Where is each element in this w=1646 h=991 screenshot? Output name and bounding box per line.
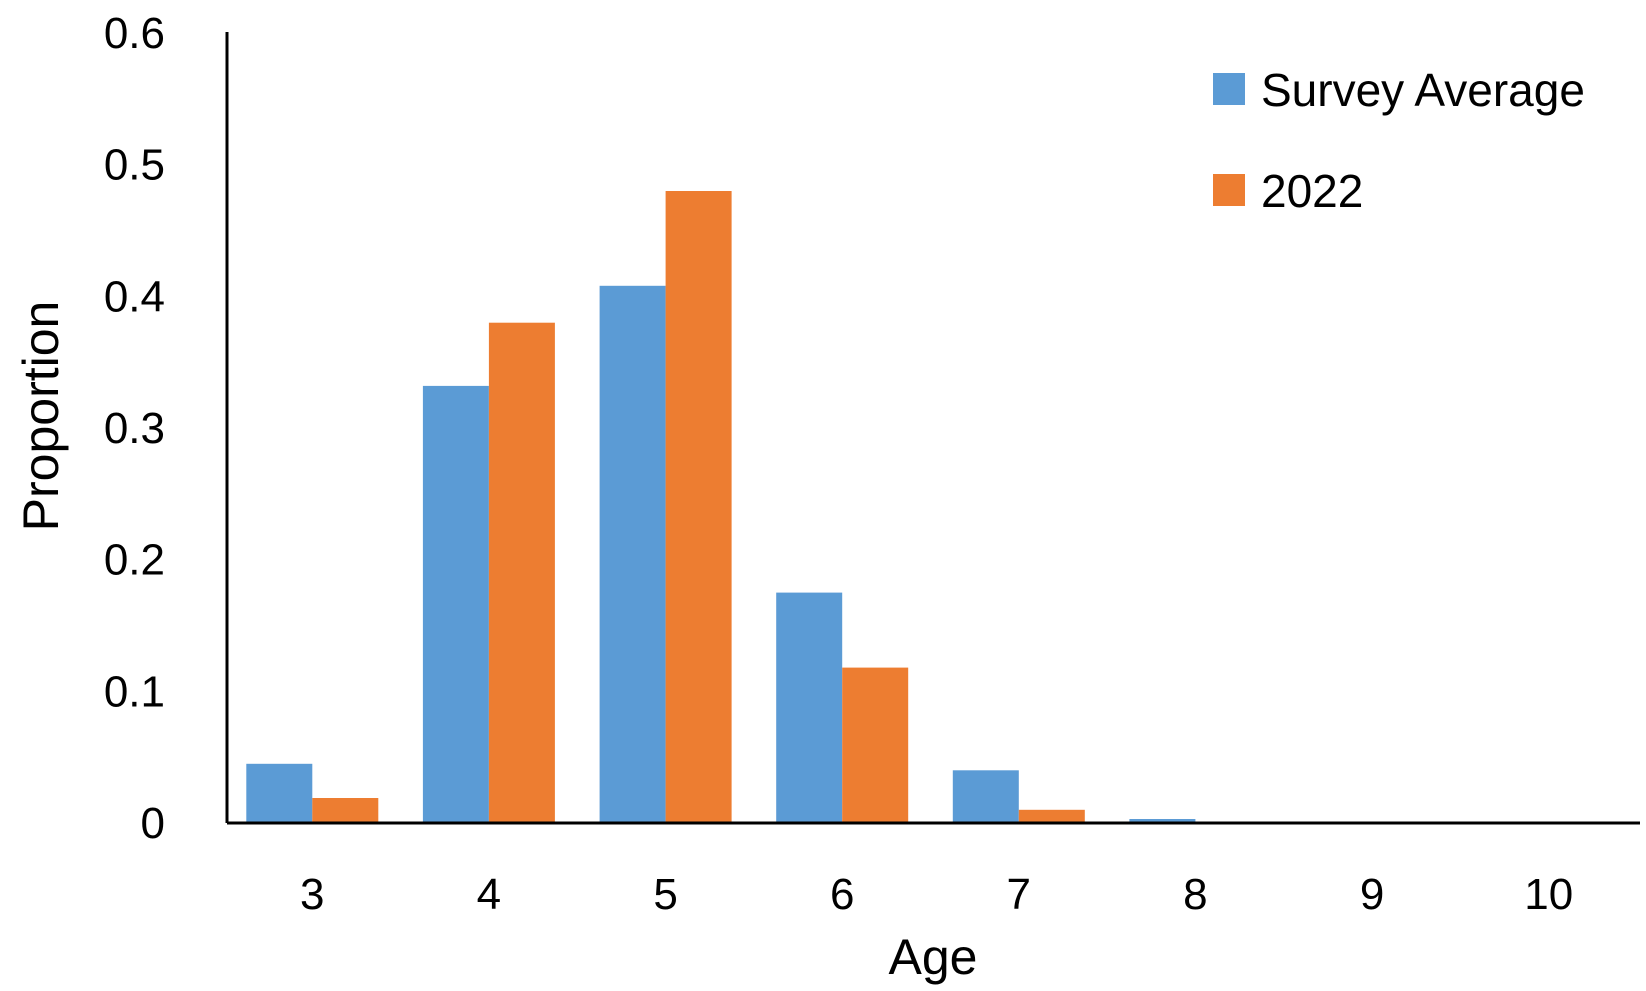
bar-survey-average-age-6 xyxy=(776,592,843,823)
y-axis-title: Proportion xyxy=(13,301,69,532)
x-tick-label: 4 xyxy=(477,870,501,919)
bar-survey-average-age-5 xyxy=(599,285,666,823)
x-tick-label: 10 xyxy=(1524,870,1573,919)
y-tick-labels: 0 0.1 0.2 0.3 0.4 0.5 0.6 xyxy=(104,9,165,848)
legend-label-2022: 2022 xyxy=(1261,165,1363,217)
bar-2022-age-4 xyxy=(488,322,555,823)
y-tick-label: 0.3 xyxy=(104,404,165,453)
y-tick-label: 0.2 xyxy=(104,536,165,585)
axes-layer xyxy=(225,32,1640,825)
bar-2022-age-3 xyxy=(312,798,379,823)
x-tick-label: 5 xyxy=(653,870,677,919)
legend-label-survey-average: Survey Average xyxy=(1261,64,1585,116)
x-tick-label: 9 xyxy=(1360,870,1384,919)
y-tick-label: 0.5 xyxy=(104,141,165,190)
legend-swatch-2022 xyxy=(1213,174,1245,206)
y-tick-label: 0.6 xyxy=(104,9,165,58)
bar-2022-age-5 xyxy=(665,191,732,823)
y-tick-label: 0 xyxy=(141,799,165,848)
x-tick-label: 6 xyxy=(830,870,854,919)
y-tick-label: 0.1 xyxy=(104,667,165,716)
bar-survey-average-age-7 xyxy=(952,770,1019,823)
bar-2022-age-7 xyxy=(1018,809,1085,823)
x-tick-labels: 3 4 5 6 7 8 9 10 xyxy=(300,870,1573,919)
x-tick-label: 8 xyxy=(1183,870,1207,919)
x-tick-label: 3 xyxy=(300,870,324,919)
bars-layer xyxy=(246,191,1196,824)
bar-survey-average-age-3 xyxy=(246,763,313,824)
x-tick-label: 7 xyxy=(1007,870,1031,919)
y-tick-label: 0.4 xyxy=(104,272,165,321)
legend: Survey Average 2022 xyxy=(1213,64,1585,217)
x-axis-title: Age xyxy=(889,929,978,985)
bar-2022-age-6 xyxy=(842,667,909,823)
bar-survey-average-age-4 xyxy=(422,385,489,823)
bar-survey-average-age-8 xyxy=(1129,819,1196,823)
legend-swatch-survey-average xyxy=(1213,73,1245,105)
